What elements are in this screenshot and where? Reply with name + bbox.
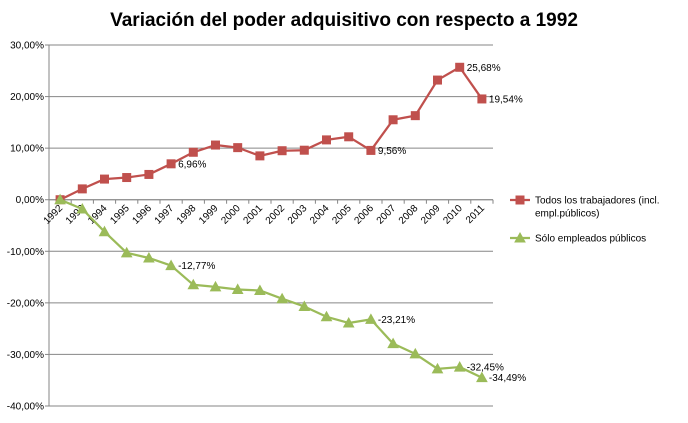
x-tick-label: 1997 xyxy=(153,203,177,227)
x-tick-label: 2010 xyxy=(441,203,465,227)
data-label: -23,21% xyxy=(378,315,415,326)
data-point xyxy=(320,310,333,322)
x-tick-label: 1999 xyxy=(197,203,221,227)
data-point xyxy=(100,174,109,184)
data-point xyxy=(298,300,311,311)
x-tick-label: 2011 xyxy=(464,203,487,226)
x-tick-label: 2007 xyxy=(375,203,399,227)
data-point xyxy=(211,140,220,150)
data-point xyxy=(255,151,265,161)
data-point xyxy=(366,145,376,155)
data-point xyxy=(455,62,465,72)
chart-title: Variación del poder adquisitivo con resp… xyxy=(110,10,578,31)
y-tick-label: -40,00% xyxy=(7,402,44,413)
data-point xyxy=(254,284,266,295)
y-tick-label: 30,00% xyxy=(10,41,44,52)
data-label: -34,49% xyxy=(489,373,526,384)
x-tick-label: 1992 xyxy=(42,203,66,227)
x-tick-label: 1998 xyxy=(175,203,199,227)
y-tick-label: -30,00% xyxy=(7,350,44,361)
data-point xyxy=(54,193,66,205)
x-tick-label: 2006 xyxy=(353,203,377,227)
data-point xyxy=(299,145,309,155)
data-point xyxy=(476,371,488,383)
legend-label: Sólo empleados públicos xyxy=(535,234,646,245)
x-tick-label: 2003 xyxy=(286,203,310,227)
data-label: 9,56% xyxy=(378,146,406,157)
y-tick-label: 20,00% xyxy=(10,92,44,103)
data-point xyxy=(365,313,377,324)
x-tick-label: 2009 xyxy=(419,203,443,227)
x-tick-label: 2002 xyxy=(264,203,288,227)
x-tick-label: 1996 xyxy=(131,203,155,227)
x-tick-label: 1994 xyxy=(86,203,110,227)
series-lines xyxy=(54,62,488,383)
data-point xyxy=(387,337,399,349)
data-point xyxy=(477,94,487,104)
x-tick-label: 2001 xyxy=(242,203,266,227)
data-point xyxy=(188,147,198,157)
data-label: 25,68% xyxy=(467,63,501,74)
data-point xyxy=(76,202,89,214)
data-label: 19,54% xyxy=(489,94,523,105)
data-point xyxy=(515,195,525,205)
data-point xyxy=(342,316,355,328)
data-point xyxy=(322,135,331,145)
data-point xyxy=(431,362,444,374)
data-point xyxy=(276,292,288,304)
data-point xyxy=(277,146,287,156)
data-point xyxy=(144,169,154,179)
data-point xyxy=(143,251,155,263)
data-label: 6,96% xyxy=(178,159,206,170)
data-point xyxy=(514,231,526,243)
data-point xyxy=(409,347,422,359)
data-point xyxy=(120,246,133,258)
data-point xyxy=(433,75,442,85)
data-point xyxy=(453,361,466,372)
y-tick-label: 0,00% xyxy=(16,195,44,206)
x-tick-label: 2005 xyxy=(330,203,354,227)
legend: Todos los trabajadores (incl. empl.públic… xyxy=(510,195,660,245)
x-tick-label: 2004 xyxy=(308,203,332,227)
data-point xyxy=(165,259,177,271)
y-tick-label: -20,00% xyxy=(7,298,44,309)
data-label: -12,77% xyxy=(178,261,215,272)
data-point xyxy=(344,132,354,142)
data-label: -32,45% xyxy=(467,363,504,374)
x-tick-label: 2000 xyxy=(219,203,243,227)
data-point xyxy=(388,115,398,125)
data-point xyxy=(187,278,200,290)
data-point xyxy=(233,143,243,153)
x-tick-label: 1995 xyxy=(108,203,132,227)
data-labels: 6,96% 9,56% 25,68% 19,54% -12,77% -23,21% -32,… xyxy=(178,63,526,384)
x-tick-label: 2008 xyxy=(397,203,421,227)
data-point xyxy=(410,111,420,121)
data-point xyxy=(77,184,87,194)
data-point xyxy=(122,173,132,183)
y-tick-label: -10,00% xyxy=(7,247,44,258)
data-point xyxy=(166,159,176,169)
legend-label: Todos los trabajadores (incl. empl.públic… xyxy=(535,196,660,220)
data-point xyxy=(209,280,222,292)
y-tick-label: 10,00% xyxy=(10,144,44,155)
data-point xyxy=(98,225,111,237)
data-point xyxy=(231,283,244,294)
